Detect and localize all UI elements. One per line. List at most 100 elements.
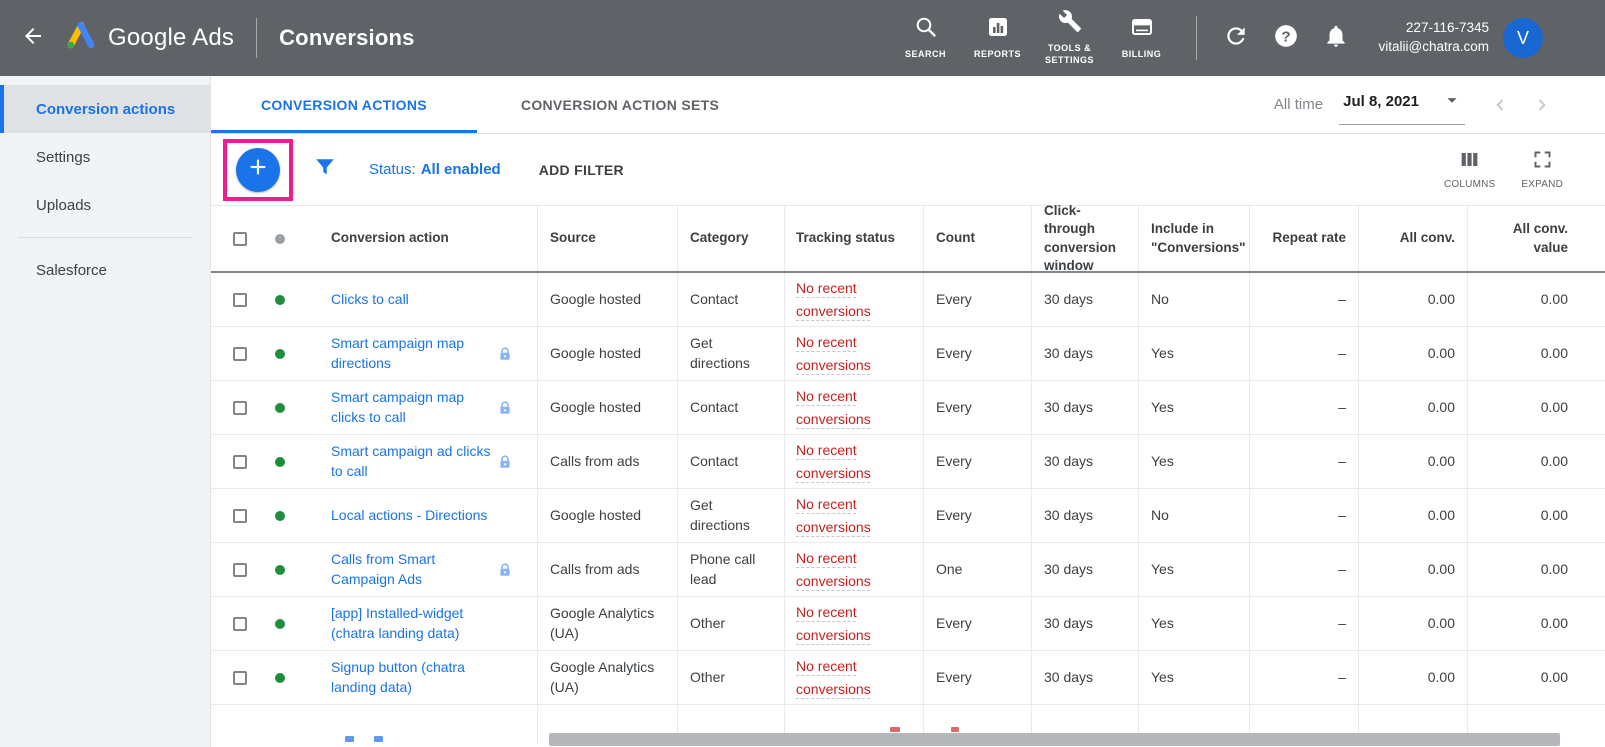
count-cell: One: [923, 543, 1031, 596]
horizontal-scrollbar[interactable]: [549, 733, 1560, 746]
sidebar-item-uploads[interactable]: Uploads: [36, 196, 92, 214]
column-header-all-conv[interactable]: All conv.: [1358, 206, 1467, 271]
conversion-action-link[interactable]: Local actions - Directions: [331, 506, 488, 523]
row-checkbox[interactable]: [233, 292, 247, 307]
include-in-conversions-cell: No: [1138, 489, 1249, 542]
column-header-click-through-window[interactable]: Click-through conversion window: [1031, 205, 1138, 273]
row-checkbox[interactable]: [233, 508, 247, 523]
column-header-repeat-rate[interactable]: Repeat rate: [1249, 206, 1358, 271]
conversion-action-link[interactable]: Smart campaign map clicks to call: [331, 388, 465, 425]
main-content: CONVERSION ACTIONS CONVERSION ACTION SET…: [211, 76, 1605, 747]
table-header-row: Conversion action Source Category Tracki…: [211, 205, 1605, 273]
plus-icon: [247, 156, 269, 183]
row-checkbox[interactable]: [233, 454, 247, 469]
category-cell: Get directions: [677, 489, 784, 542]
refresh-button[interactable]: [1211, 15, 1261, 61]
account-info[interactable]: 227-116-7345 vitalii@chatra.com: [1379, 19, 1490, 57]
table-row: Smart campaign ad clicks to call Calls f…: [211, 435, 1605, 489]
account-id: 227-116-7345: [1405, 20, 1489, 36]
column-header-source[interactable]: Source: [537, 206, 677, 271]
billing-nav-button[interactable]: BILLING: [1108, 15, 1176, 61]
tracking-status-link[interactable]: No recent conversions: [796, 496, 871, 535]
reports-nav-button[interactable]: REPORTS: [964, 15, 1032, 61]
date-range-value: Jul 8, 2021: [1343, 93, 1419, 110]
column-header-count[interactable]: Count: [923, 206, 1031, 271]
tracking-status-link[interactable]: No recent conversions: [796, 334, 871, 373]
tab-conversion-action-sets[interactable]: CONVERSION ACTION SETS: [520, 96, 720, 113]
conversion-action-link[interactable]: Signup button (chatra landing data): [331, 658, 465, 695]
sidebar-item-conversion-actions[interactable]: Conversion actions: [0, 85, 210, 133]
column-header-include-in-conversions[interactable]: Include in "Conversions": [1138, 206, 1249, 271]
enabled-status-dot: [275, 294, 285, 305]
add-conversion-button[interactable]: [236, 147, 280, 192]
category-cell: Other: [677, 597, 784, 650]
table-row: Smart campaign map clicks to call Google…: [211, 381, 1605, 435]
click-through-window-cell: 30 days: [1031, 327, 1138, 380]
row-checkbox[interactable]: [233, 616, 247, 631]
all-conv-value-cell: 0.00: [1467, 435, 1605, 488]
lock-icon: [497, 454, 513, 470]
notifications-button[interactable]: [1311, 15, 1361, 61]
row-checkbox[interactable]: [233, 346, 247, 361]
conversion-action-link[interactable]: [app] Installed-widget (chatra landing d…: [331, 604, 464, 641]
enabled-status-dot: [275, 564, 285, 575]
table-body: Clicks to call Google hosted Contact No …: [211, 273, 1605, 705]
back-button[interactable]: [12, 17, 54, 59]
next-period-button[interactable]: [1529, 92, 1555, 118]
filter-button[interactable]: [307, 152, 343, 188]
tracking-status-link[interactable]: No recent conversions: [796, 388, 871, 427]
columns-icon: [1459, 149, 1480, 173]
all-conv-cell: 0.00: [1358, 489, 1467, 542]
repeat-rate-cell: –: [1249, 489, 1358, 542]
expand-button[interactable]: EXPAND: [1521, 149, 1563, 190]
sidebar-item-settings[interactable]: Settings: [36, 148, 91, 166]
include-in-conversions-cell: Yes: [1138, 381, 1249, 434]
row-checkbox[interactable]: [233, 670, 247, 685]
conversion-action-link[interactable]: Clicks to call: [331, 290, 409, 307]
include-in-conversions-cell: Yes: [1138, 651, 1249, 704]
tools-settings-nav-button[interactable]: TOOLS & SETTINGS: [1036, 9, 1104, 66]
row-checkbox[interactable]: [233, 562, 247, 577]
tracking-status-link[interactable]: No recent conversions: [796, 442, 871, 481]
search-nav-button[interactable]: SEARCH: [892, 15, 960, 61]
help-button[interactable]: ?: [1261, 15, 1311, 61]
column-header-all-conv-value[interactable]: All conv. value: [1467, 206, 1605, 271]
all-conv-value-cell: 0.00: [1467, 543, 1605, 596]
source-cell: Calls from ads: [537, 543, 677, 596]
date-range-picker[interactable]: Jul 8, 2021: [1339, 85, 1465, 125]
status-filter-chip[interactable]: Status: All enabled: [369, 161, 501, 178]
columns-button[interactable]: COLUMNS: [1444, 149, 1495, 190]
row-checkbox[interactable]: [233, 400, 247, 415]
sidebar-item-salesforce[interactable]: Salesforce: [36, 261, 107, 279]
column-header-tracking-status[interactable]: Tracking status: [784, 206, 923, 271]
repeat-rate-cell: –: [1249, 543, 1358, 596]
all-conv-value-cell: 0.00: [1467, 381, 1605, 434]
lock-icon: [497, 562, 513, 578]
enabled-status-dot: [275, 348, 285, 359]
count-cell: Every: [923, 435, 1031, 488]
all-conv-cell: 0.00: [1358, 597, 1467, 650]
conversion-action-link[interactable]: Calls from Smart Campaign Ads: [331, 550, 436, 587]
column-header-category[interactable]: Category: [677, 206, 784, 271]
include-in-conversions-cell: No: [1138, 273, 1249, 326]
tracking-status-link[interactable]: No recent conversions: [796, 604, 871, 643]
avatar[interactable]: V: [1503, 18, 1543, 58]
include-in-conversions-cell: Yes: [1138, 543, 1249, 596]
tab-conversion-actions[interactable]: CONVERSION ACTIONS: [211, 76, 477, 133]
repeat-rate-cell: –: [1249, 651, 1358, 704]
tracking-status-link[interactable]: No recent conversions: [796, 280, 871, 319]
click-through-window-cell: 30 days: [1031, 543, 1138, 596]
column-header-conversion-action[interactable]: Conversion action: [331, 230, 449, 246]
tracking-status-link[interactable]: No recent conversions: [796, 550, 871, 589]
prev-period-button[interactable]: [1487, 92, 1513, 118]
conversion-action-link[interactable]: Smart campaign map directions: [331, 334, 465, 371]
add-filter-button[interactable]: ADD FILTER: [538, 161, 624, 178]
count-cell: Every: [923, 651, 1031, 704]
topbar-right: SEARCH REPORTS TOOLS & SETTINGS BILLING: [890, 9, 1605, 66]
tracking-status-link[interactable]: No recent conversions: [796, 658, 871, 697]
table-toolbar: Status: All enabled ADD FILTER COLUMNS EX…: [211, 134, 1605, 205]
conversion-action-link[interactable]: Smart campaign ad clicks to call: [331, 442, 491, 479]
google-ads-logo[interactable]: Google Ads: [64, 19, 234, 58]
date-range-preset[interactable]: All time: [1273, 96, 1324, 113]
select-all-checkbox[interactable]: [233, 231, 247, 246]
